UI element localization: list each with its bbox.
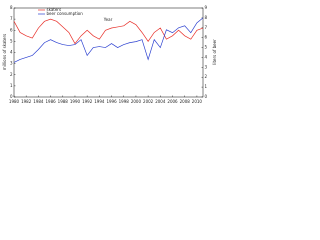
legend-label: beer consumption — [47, 11, 84, 16]
y-tick-label: 6 — [10, 27, 13, 32]
series-line — [13, 17, 204, 63]
x-tick-label: 2008 — [180, 99, 191, 104]
y2-tick-label: 4 — [205, 54, 208, 59]
y-tick-label: 2 — [10, 72, 13, 77]
y2-tick-label: 6 — [205, 35, 208, 40]
x-tick-label: 1994 — [94, 99, 105, 104]
x-tick-label: 1998 — [119, 99, 130, 104]
x-tick-label: 2002 — [143, 99, 154, 104]
chart: Year millions of skaters liters of beer … — [2, 5, 217, 104]
x-tick-label: 2006 — [167, 99, 178, 104]
y-tick-label: 4 — [10, 50, 13, 55]
legend-label: skaters — [47, 7, 62, 12]
x-tick-label: 1984 — [33, 99, 44, 104]
x-tick-label: 1982 — [21, 99, 32, 104]
y2-tick-label: 1 — [205, 84, 208, 89]
y-tick-label: 8 — [10, 5, 13, 10]
x-tick-label: 2004 — [155, 99, 166, 104]
x-tick-label: 2000 — [131, 99, 142, 104]
y2-tick-label: 3 — [205, 64, 208, 69]
x-tick-label: 1980 — [9, 99, 20, 104]
y-axis-label: millions of skaters — [2, 34, 7, 70]
x-tick-label: 1996 — [106, 99, 117, 104]
y2-tick-label: 2 — [205, 74, 208, 79]
y-tick-label: 7 — [10, 16, 13, 21]
y2-tick-label: 9 — [205, 5, 208, 10]
x-tick-label: 2010 — [192, 99, 203, 104]
x-tick-label: 1992 — [82, 99, 93, 104]
y2-tick-label: 8 — [205, 15, 208, 20]
series-line — [13, 18, 204, 45]
x-tick-label: 1990 — [70, 99, 81, 104]
y-tick-label: 1 — [10, 83, 13, 88]
y-tick-label: 0 — [10, 94, 13, 99]
y2-tick-label: 0 — [205, 94, 208, 99]
y2-tick-label: 5 — [205, 45, 208, 50]
y2-axis-label: liters of beer — [212, 39, 217, 65]
x-tick-label: 1988 — [58, 99, 69, 104]
x-tick-label: 1986 — [45, 99, 56, 104]
y-tick-label: 5 — [10, 38, 13, 43]
y-tick-label: 3 — [10, 61, 13, 66]
x-axis-label: Year — [103, 17, 113, 22]
y2-tick-label: 7 — [205, 25, 208, 30]
